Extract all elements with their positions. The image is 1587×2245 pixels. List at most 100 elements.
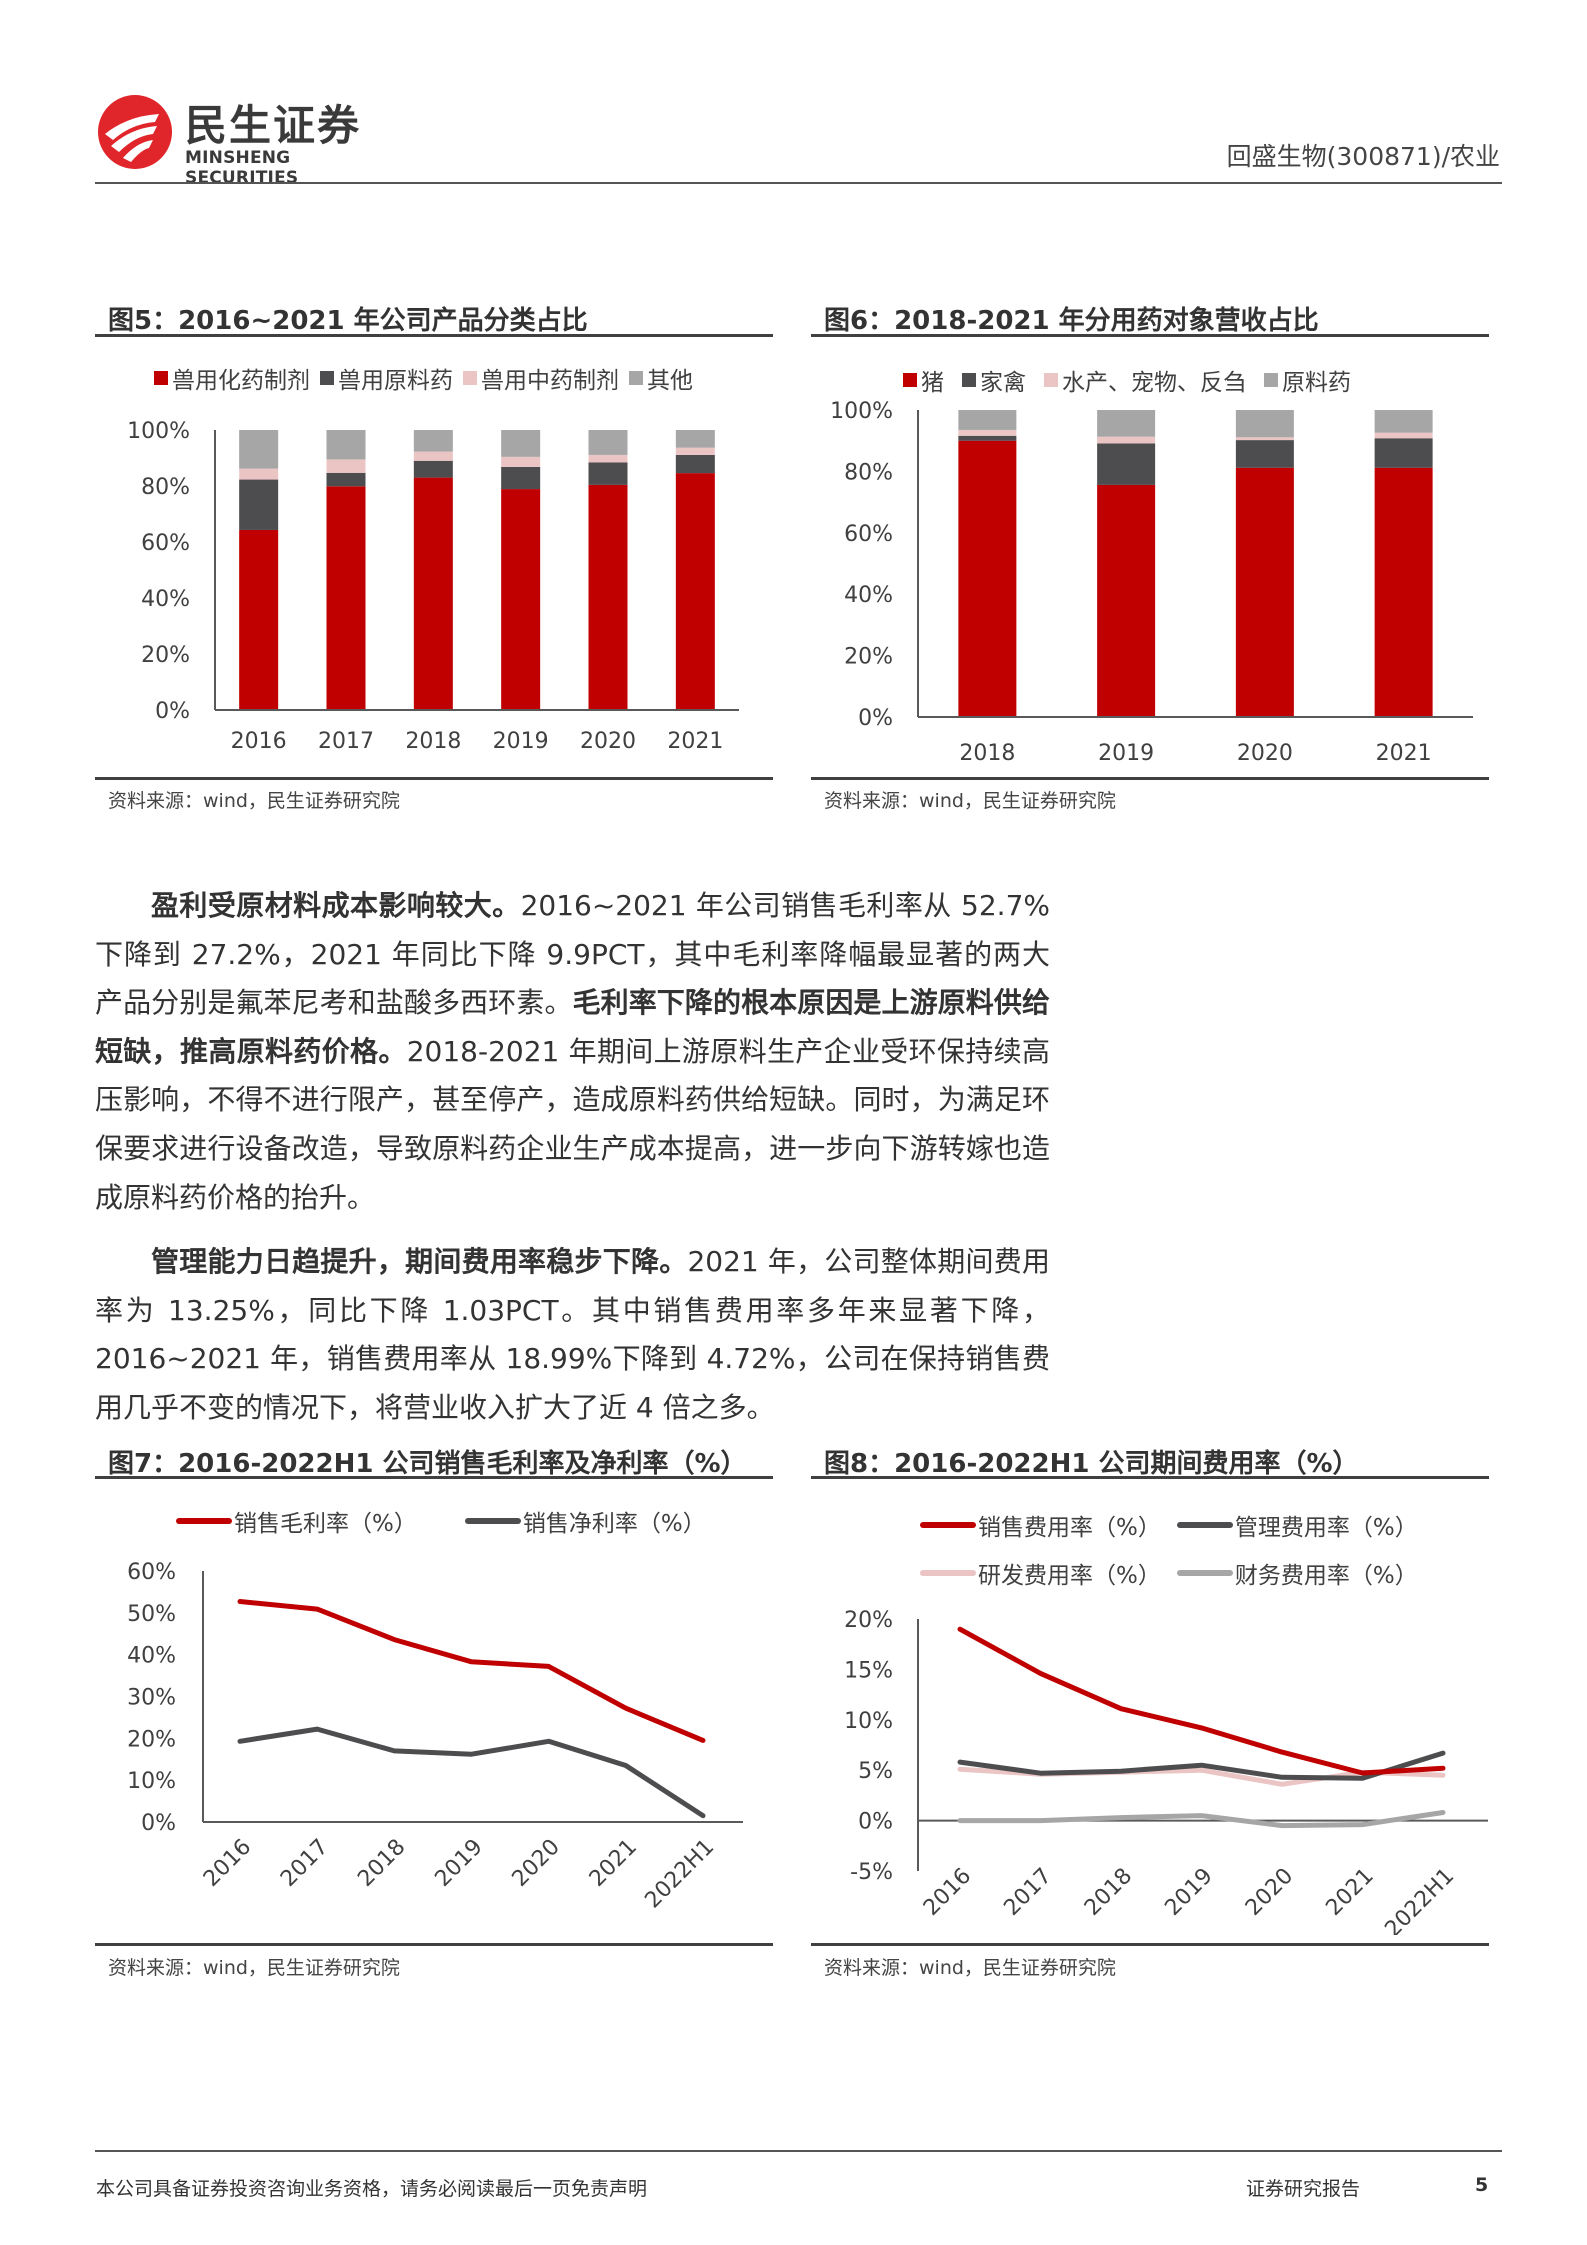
legend-label: 兽用中药制剂 [481, 368, 619, 394]
legend-label: 财务费用率（%） [1234, 1563, 1418, 1589]
x-tick-label: 2022H1 [640, 1835, 719, 1914]
legend-item: 兽用原料药 [320, 361, 453, 395]
bar-segment [326, 486, 366, 710]
legend-swatch [962, 373, 976, 387]
bar-segment [501, 430, 541, 457]
header-divider [95, 182, 1502, 184]
legend-label: 原料药 [1282, 370, 1351, 396]
body-text-segment: 2018-2021 年期间上游原料生产企业受环保持续高压影响，不得不进行限产，甚… [95, 1034, 1050, 1214]
fig8-source: 资料来源：wind，民生证券研究院 [824, 1957, 1116, 1979]
footer-report-type: 证券研究报告 [1246, 2178, 1361, 2200]
bar-segment [239, 430, 279, 469]
fig6-chart: 0% 20% 40% 60% 80% 100% 2018 2019 2020 2021 [830, 399, 1473, 766]
y-tick-label: 60% [141, 531, 190, 556]
legend-label: 猪 [921, 370, 944, 396]
x-tick-label: 2019 [1160, 1864, 1217, 1921]
y-tick-label: 20% [141, 643, 190, 668]
legend-swatch [463, 371, 477, 385]
x-tick-label: 2021 [1321, 1864, 1378, 1921]
bar-segment [588, 462, 628, 485]
bar-segment [501, 466, 541, 490]
bar-segment [1374, 467, 1433, 717]
legend-line [176, 1518, 232, 1524]
bar-segment [675, 473, 715, 710]
bar-segment [326, 459, 366, 473]
fig5-source: 资料来源：wind，民生证券研究院 [108, 790, 400, 812]
y-tick-label: 10% [127, 1769, 176, 1794]
footer-divider [95, 2150, 1502, 2152]
y-tick-label: 0% [155, 699, 190, 724]
fig6-source: 资料来源：wind，民生证券研究院 [824, 790, 1116, 812]
y-tick-label: 10% [844, 1709, 893, 1734]
legend-item: 水产、宠物、反刍 [1044, 363, 1246, 397]
legend-item: 销售费用率（%） [920, 1508, 1161, 1542]
paragraph-gross-margin: 盈利受原材料成本影响较大。2016~2021 年公司销售毛利率从 52.7%下降… [95, 882, 1050, 1222]
bar-segment [239, 479, 279, 530]
series-line [957, 1810, 1446, 1829]
fig6-legend: 猪 家禽 水产、宠物、反刍 原料药 [903, 363, 1361, 397]
fig8-bottom-rule [811, 1943, 1489, 1946]
y-tick-label: 15% [844, 1658, 893, 1683]
legend-label: 销售净利率（%） [522, 1511, 706, 1537]
paragraph-expense-ratio: 管理能力日趋提升，期间费用率稳步下降。2021 年，公司整体期间费用率为 13.… [95, 1238, 1050, 1432]
y-tick-label: 40% [141, 587, 190, 612]
y-tick-label: 30% [127, 1686, 176, 1711]
fig5-legend: 兽用化药制剂 兽用原料药 兽用中药制剂 其他 [154, 361, 703, 395]
logo-text-cn: 民生证券 [185, 101, 362, 150]
legend-item: 兽用化药制剂 [154, 361, 310, 395]
bar-segment [588, 430, 628, 455]
x-tick-label: 2016 [919, 1864, 976, 1921]
x-tick-label: 2022H1 [1380, 1864, 1459, 1935]
bar-segment [239, 529, 279, 710]
fig8-title-rule [811, 1476, 1489, 1479]
fig5-title-rule [95, 334, 773, 337]
x-tick-label: 2021 [667, 729, 723, 754]
y-tick-label: 20% [844, 1608, 893, 1633]
x-tick-label: 2020 [508, 1835, 565, 1892]
fig8-chart: -5% 0% 5% 10% 15% 20% 2016 2017 2018 2019 2020 2021… [844, 1608, 1488, 1935]
y-tick-label: 80% [844, 460, 893, 485]
legend-item: 销售净利率（%） [464, 1504, 706, 1538]
x-tick-label: 2019 [430, 1835, 487, 1892]
bar-segment [958, 440, 1017, 717]
bar-segment [1235, 437, 1294, 441]
legend-label: 销售毛利率（%） [234, 1511, 417, 1537]
bar-segment [1374, 438, 1433, 468]
bold-lead-text: 盈利受原材料成本影响较大。 [151, 889, 521, 922]
bar-segment [239, 468, 279, 480]
bar-segment [588, 484, 628, 710]
bar-segment [413, 477, 453, 710]
bar-segment [675, 447, 715, 455]
x-tick-label: 2018 [959, 741, 1015, 766]
legend-item: 原料药 [1264, 363, 1351, 397]
y-tick-label: 0% [141, 1811, 176, 1836]
legend-item: 管理费用率（%） [1176, 1508, 1418, 1542]
fig7-bottom-rule [95, 1943, 773, 1946]
bar-segment [958, 429, 1017, 436]
bar-segment [675, 454, 715, 474]
legend-label: 销售费用率（%） [978, 1515, 1161, 1541]
x-tick-label: 2021 [585, 1835, 642, 1892]
x-tick-label: 2018 [1080, 1864, 1137, 1921]
bar-segment [1235, 410, 1294, 438]
legend-label: 兽用化药制剂 [172, 368, 310, 394]
legend-swatch [320, 371, 334, 385]
legend-label: 研发费用率（%） [978, 1563, 1161, 1589]
fig7-title-rule [95, 1476, 773, 1479]
bar-segment [1235, 440, 1294, 468]
legend-item: 研发费用率（%） [920, 1556, 1161, 1590]
legend-item: 销售毛利率（%） [176, 1504, 417, 1538]
x-tick-label: 2019 [1098, 741, 1154, 766]
y-tick-label: 5% [858, 1759, 893, 1784]
legend-line [1176, 1570, 1233, 1576]
bar-segment [326, 430, 366, 460]
body-text: 盈利受原材料成本影响较大。2016~2021 年公司销售毛利率从 52.7%下降… [95, 882, 1050, 1433]
body-text-segment: 2016~2021 年公司销售毛利率从 52.7%下降到 27.2%，2021 … [95, 889, 1050, 1020]
x-tick-label: 2020 [580, 729, 636, 754]
fig6-title: 图6：2018-2021 年分用药对象营收占比 [824, 306, 1319, 336]
legend-line [920, 1522, 976, 1528]
legend-label: 兽用原料药 [338, 368, 453, 394]
x-tick-label: 2016 [199, 1835, 256, 1892]
fig6-bottom-rule [811, 777, 1489, 780]
y-tick-label: 100% [127, 419, 190, 444]
